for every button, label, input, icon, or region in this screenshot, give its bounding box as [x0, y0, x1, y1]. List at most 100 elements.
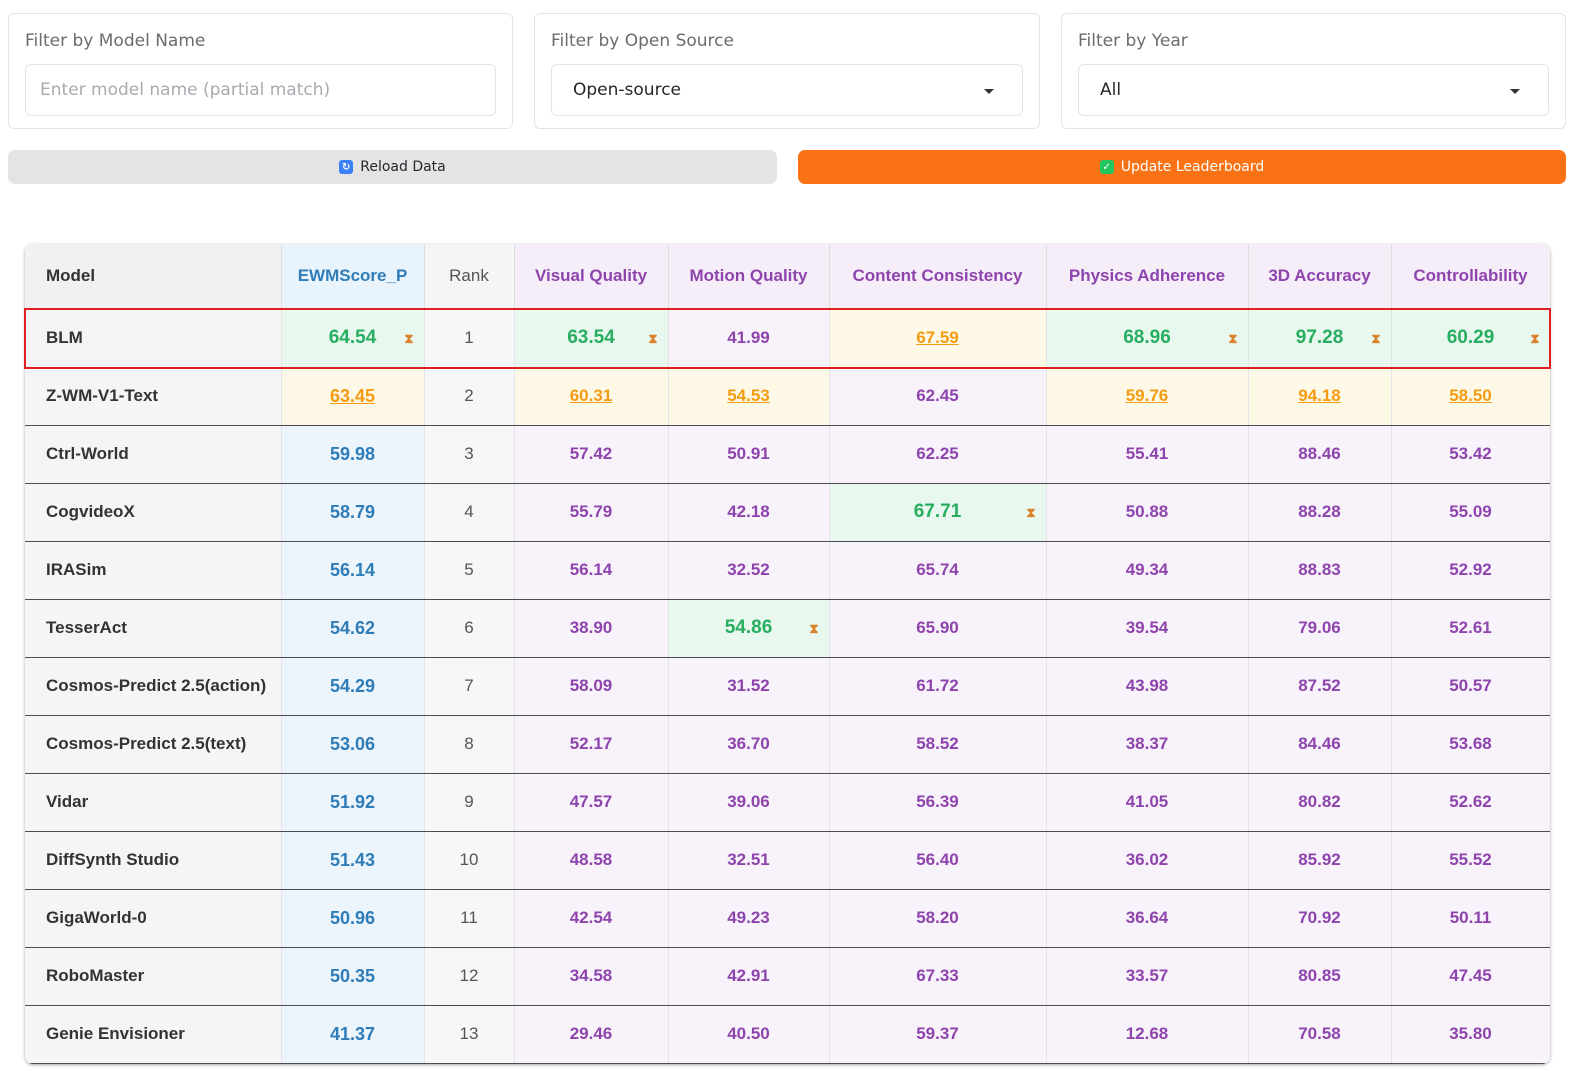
metric-cell: 80.82 [1248, 773, 1392, 832]
metric-cell: 32.51 [668, 831, 830, 890]
metric-cell: 34.58 [514, 947, 669, 1006]
trophy-icon: ⧗ [1228, 330, 1238, 346]
year-dropdown[interactable]: All [1078, 64, 1549, 116]
column-header-rank[interactable]: Rank [424, 244, 515, 310]
model-name-cell: Vidar [25, 773, 282, 832]
column-header-motion-quality[interactable]: Motion Quality [668, 244, 830, 310]
model-name-cell: IRASim [25, 541, 282, 600]
leaderboard-table: Model EWMScore_P Rank Visual Quality Motion … [25, 244, 1550, 1064]
trophy-icon: ⧗ [648, 330, 658, 346]
ewmscore-cell: 59.98 [281, 425, 425, 484]
metric-cell: 67.33 [829, 947, 1047, 1006]
metric-cell: 54.53 [668, 367, 830, 426]
ewmscore-cell: 63.45 [281, 367, 425, 426]
metric-cell: 58.09 [514, 657, 669, 716]
column-header-model[interactable]: Model [25, 244, 282, 310]
ewmscore-cell: 41.37 [281, 1005, 425, 1064]
rank-cell: 5 [424, 541, 515, 600]
cell-value: 54.53 [727, 386, 770, 405]
metric-cell: 50.88 [1046, 483, 1249, 542]
table-row: Genie Envisioner 41.37 13 29.46 40.50 59.37 12… [25, 1005, 1550, 1064]
metric-cell: 47.57 [514, 773, 669, 832]
metric-cell: 31.52 [668, 657, 830, 716]
metric-cell: 35.80 [1391, 1005, 1550, 1064]
column-header-ewmscore-p[interactable]: EWMScore_P [281, 244, 425, 310]
metric-cell: 29.46 [514, 1005, 669, 1064]
table-row: BLM 64.54 ⧗ 1 63.54 ⧗ 41.99 67.59 68.96 ⧗ 97.28 ⧗ 60… [25, 309, 1550, 368]
model-name-cell: CogvideoX [25, 483, 282, 542]
metric-cell: 50.91 [668, 425, 830, 484]
rank-cell: 6 [424, 599, 515, 658]
trophy-icon: ⧗ [404, 330, 414, 346]
metric-cell: 12.68 [1046, 1005, 1249, 1064]
metric-cell: 55.79 [514, 483, 669, 542]
metric-cell: 38.90 [514, 599, 669, 658]
metric-cell: 38.37 [1046, 715, 1249, 774]
metric-cell: 65.74 [829, 541, 1047, 600]
metric-cell: 50.57 [1391, 657, 1550, 716]
cell-value: 63.54 [567, 327, 615, 348]
table-row: Ctrl-World 59.98 3 57.42 50.91 62.25 55.41 88.4… [25, 425, 1550, 484]
metric-cell: 79.06 [1248, 599, 1392, 658]
rank-cell: 13 [424, 1005, 515, 1064]
open-source-selected-value: Open-source [573, 80, 681, 100]
reload-icon: ↻ [339, 160, 354, 174]
update-leaderboard-button[interactable]: ✓ Update Leaderboard [798, 150, 1566, 184]
metric-cell: 59.37 [829, 1005, 1047, 1064]
column-header-visual-quality[interactable]: Visual Quality [514, 244, 669, 310]
metric-cell: 56.39 [829, 773, 1047, 832]
column-header-controllability[interactable]: Controllability [1391, 244, 1550, 310]
metric-cell: 41.05 [1046, 773, 1249, 832]
leaderboard-table-container: Model EWMScore_P Rank Visual Quality Motion … [25, 244, 1550, 1064]
rank-cell: 3 [424, 425, 515, 484]
metric-cell: 32.52 [668, 541, 830, 600]
metric-cell: 62.45 [829, 367, 1047, 426]
metric-cell: 58.50 [1391, 367, 1550, 426]
filter-open-source-label: Filter by Open Source [551, 31, 734, 51]
table-row: Z-WM-V1-Text 63.45 2 60.31 54.53 62.45 59.76 94… [25, 367, 1550, 426]
metric-cell: 55.52 [1391, 831, 1550, 890]
cell-value: 59.76 [1125, 386, 1169, 405]
checkmark-icon: ✓ [1099, 160, 1114, 174]
metric-cell: 70.92 [1248, 889, 1392, 948]
rank-cell: 2 [424, 367, 515, 426]
metric-cell: 85.92 [1248, 831, 1392, 890]
metric-cell: 63.54 ⧗ [514, 309, 669, 368]
metric-cell: 56.14 [514, 541, 669, 600]
column-header-physics-adherence[interactable]: Physics Adherence [1046, 244, 1249, 310]
metric-cell: 70.58 [1248, 1005, 1392, 1064]
metric-cell: 68.96 ⧗ [1046, 309, 1249, 368]
metric-cell: 42.91 [668, 947, 830, 1006]
metric-cell: 61.72 [829, 657, 1047, 716]
metric-cell: 84.46 [1248, 715, 1392, 774]
open-source-dropdown[interactable]: Open-source [551, 64, 1023, 116]
column-header-3d-accuracy[interactable]: 3D Accuracy [1248, 244, 1392, 310]
filter-model-name-panel: Filter by Model Name [8, 13, 513, 129]
rank-cell: 4 [424, 483, 515, 542]
rank-cell: 1 [424, 309, 515, 368]
metric-cell: 49.34 [1046, 541, 1249, 600]
metric-cell: 43.98 [1046, 657, 1249, 716]
metric-cell: 48.58 [514, 831, 669, 890]
filter-open-source-panel: Filter by Open Source Open-source [534, 13, 1040, 129]
trophy-icon: ⧗ [1026, 504, 1036, 520]
model-name-input[interactable] [26, 65, 495, 115]
ewmscore-cell: 53.06 [281, 715, 425, 774]
ewmscore-cell: 50.96 [281, 889, 425, 948]
reload-data-button[interactable]: ↻ Reload Data [8, 150, 777, 184]
metric-cell: 80.85 [1248, 947, 1392, 1006]
ewmscore-cell: 51.92 [281, 773, 425, 832]
metric-cell: 41.99 [668, 309, 830, 368]
column-header-content-consistency[interactable]: Content Consistency [829, 244, 1047, 310]
metric-cell: 55.41 [1046, 425, 1249, 484]
metric-cell: 39.06 [668, 773, 830, 832]
filter-model-name-label: Filter by Model Name [25, 31, 206, 51]
metric-cell: 59.76 [1046, 367, 1249, 426]
model-name-cell: RoboMaster [25, 947, 282, 1006]
cell-value: 60.29 [1446, 327, 1495, 348]
table-header-row: Model EWMScore_P Rank Visual Quality Motion … [25, 244, 1550, 310]
ewmscore-cell: 51.43 [281, 831, 425, 890]
year-selected-value: All [1100, 80, 1122, 100]
metric-cell: 57.42 [514, 425, 669, 484]
model-name-cell: BLM [25, 309, 282, 368]
